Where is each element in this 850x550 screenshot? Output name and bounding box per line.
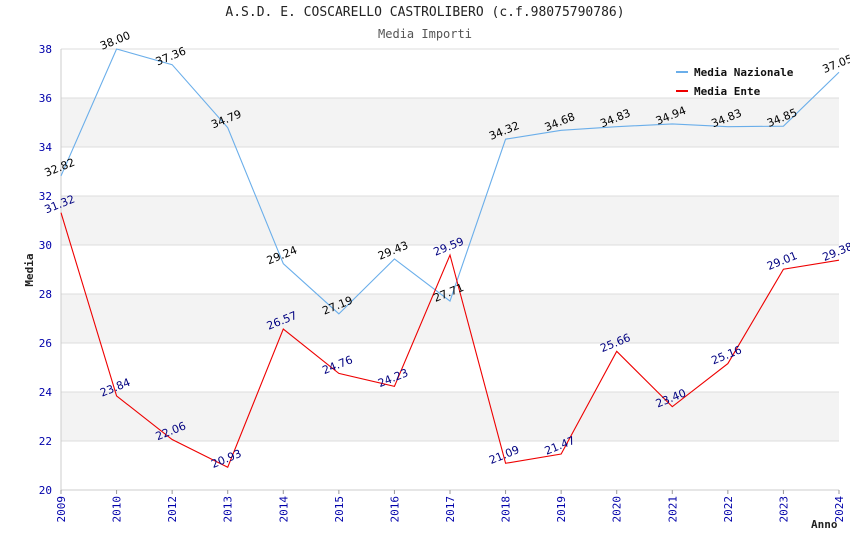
- y-tick-label: 24: [39, 386, 53, 399]
- x-tick-label: 2015: [333, 496, 346, 523]
- series-line-2: [60, 212, 840, 468]
- x-tick-label: 2019: [555, 496, 568, 523]
- x-tick-label: 2017: [444, 496, 457, 523]
- y-tick-label: 26: [39, 337, 52, 350]
- data-label: 29.24: [265, 243, 299, 267]
- x-tick-label: 2016: [388, 496, 401, 523]
- data-label: 25.16: [710, 343, 744, 367]
- x-tick-label: 2009: [55, 496, 68, 523]
- chart-title: A.S.D. E. COSCARELLO CASTROLIBERO (c.f.9…: [225, 5, 625, 20]
- x-tick-label: 2018: [500, 496, 513, 523]
- y-tick-label: 30: [39, 239, 52, 252]
- y-tick-label: 36: [39, 92, 52, 105]
- data-label: 32.82: [43, 156, 77, 180]
- y-tick-label: 20: [39, 484, 52, 497]
- x-tick-label: 2013: [222, 496, 235, 523]
- x-tick-label: 2024: [833, 496, 846, 523]
- grid-band: [61, 294, 839, 343]
- y-tick-label: 28: [39, 288, 52, 301]
- data-label: 29.01: [765, 249, 799, 273]
- y-tick-label: 38: [39, 43, 52, 56]
- x-tick-label: 2012: [166, 496, 179, 523]
- grid-band: [61, 196, 839, 245]
- x-tick-label: 2010: [111, 496, 124, 523]
- x-tick-label: 2014: [277, 496, 290, 523]
- grid-band: [61, 98, 839, 147]
- data-label: 20.93: [209, 447, 243, 471]
- chart-subtitle: Media Importi: [378, 27, 472, 41]
- x-tick-label: 2020: [611, 496, 624, 523]
- x-tick-label: 2022: [722, 496, 735, 523]
- y-tick-label: 32: [39, 190, 52, 203]
- series-line-1: [60, 48, 840, 315]
- data-label: 21.09: [487, 443, 521, 467]
- data-label: 37.05: [821, 52, 850, 76]
- x-tick-label: 2023: [777, 496, 790, 523]
- grid-band: [61, 392, 839, 441]
- y-tick-label: 34: [39, 141, 53, 154]
- x-axis-label: Anno: [811, 518, 838, 531]
- data-label: 24.76: [321, 353, 355, 377]
- x-tick-label: 2021: [666, 496, 679, 523]
- legend-label: Media Nazionale: [694, 66, 794, 79]
- y-axis-label: Media: [23, 253, 36, 286]
- legend-label: Media Ente: [694, 85, 761, 98]
- y-tick-label: 22: [39, 435, 52, 448]
